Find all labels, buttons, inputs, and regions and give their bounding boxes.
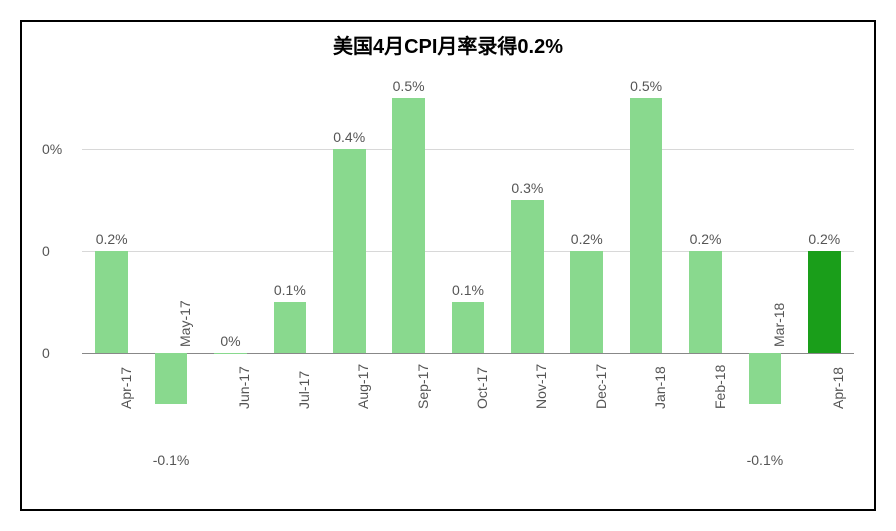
bar-value-label: 0.2% [557,231,616,247]
bar [392,98,425,353]
x-axis-label: Sep-17 [415,363,431,408]
bar-value-label: 0% [201,333,260,349]
x-axis-label: Nov-17 [533,363,549,408]
bar-value-label: 0.1% [438,282,497,298]
x-axis-label: Oct-17 [474,366,490,408]
gridline [82,149,854,150]
bar [333,149,366,353]
gridline [82,251,854,252]
x-axis-label: Jan-18 [652,366,668,409]
bar [689,251,722,353]
chart-container: 美国4月CPI月率录得0.2% 0 0 0% 0.2% Apr-17 -0.1% May-1… [20,20,876,511]
bar-value-label: 0.5% [616,78,675,94]
bar-value-label: -0.1% [735,452,794,468]
baseline [82,353,854,354]
x-axis-label: May-17 [177,300,193,347]
x-axis-label: Apr-17 [118,366,134,408]
bar [214,353,247,354]
x-axis-label: Feb-18 [712,364,728,408]
bar [511,200,544,353]
bar-value-label: -0.1% [141,452,200,468]
chart-title: 美国4月CPI月率录得0.2% [22,22,874,63]
bar [95,251,128,353]
y-axis-label: 0% [42,141,62,157]
bar-value-label: 0.3% [498,180,557,196]
bar-value-label: 0.2% [795,231,854,247]
bar [749,353,782,404]
x-axis-label: Aug-17 [355,363,371,408]
bar-value-label: 0.4% [320,129,379,145]
bar-value-label: 0.5% [379,78,438,94]
bar-value-label: 0.2% [82,231,141,247]
bar [570,251,603,353]
bar [630,98,663,353]
x-axis-label: Apr-18 [830,366,846,408]
x-axis-label: Jun-17 [236,366,252,409]
bar-value-label: 0.1% [260,282,319,298]
plot-area: 000%0.2%Apr-17-0.1%May-170%Jun-170.1%Jul… [82,72,854,429]
x-axis-label: Mar-18 [771,302,787,346]
bar-value-label: 0.2% [676,231,735,247]
bar [155,353,188,404]
y-axis-label: 0 [42,345,50,361]
bar [452,302,485,353]
bar [274,302,307,353]
x-axis-label: Jul-17 [296,370,312,408]
x-axis-label: Dec-17 [593,363,609,408]
bar [808,251,841,353]
y-axis-label: 0 [42,243,50,259]
